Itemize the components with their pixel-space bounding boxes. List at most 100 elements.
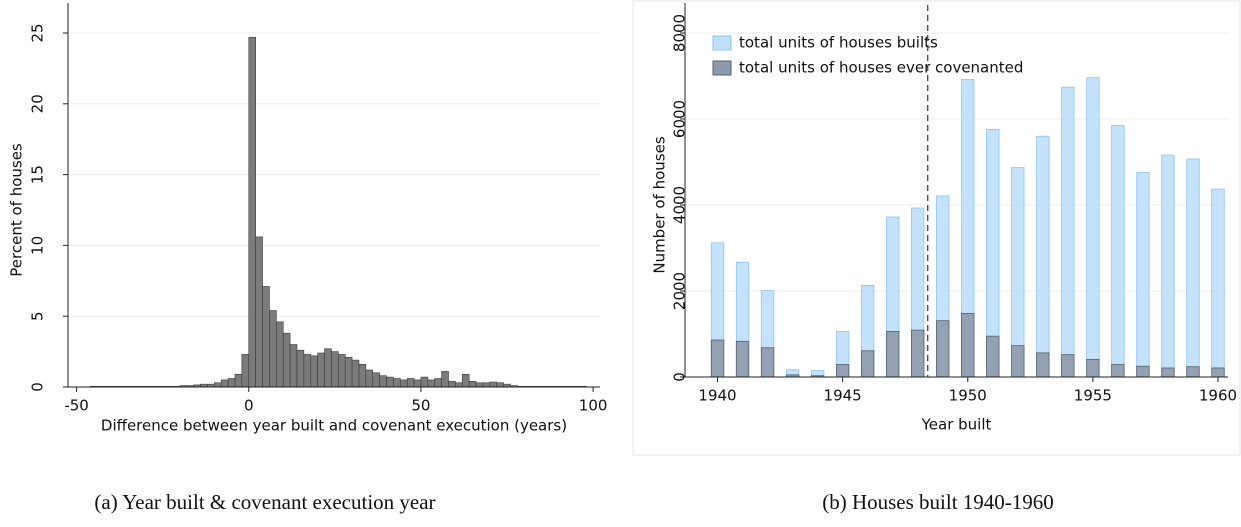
bar [1136,171,1150,378]
bar [310,355,318,388]
bar [1211,367,1225,378]
y-tick-label: 25 [29,23,47,42]
x-axis-title: Year built [921,416,992,434]
bar [358,364,367,388]
bar [1011,345,1025,378]
bar [365,369,374,388]
x-tick-label: 1960 [1199,387,1237,405]
x-tick-label: 0 [244,397,254,415]
bar [1111,364,1125,378]
bar [1086,358,1100,378]
bar [344,356,353,388]
bar [455,382,463,388]
bar [1136,365,1150,378]
x-tick-label: 1945 [824,387,862,405]
y-tick-label: 0 [29,382,47,392]
bar [255,236,263,388]
x-tick-label: 100 [579,397,608,415]
bar [1061,354,1075,378]
y-axis-title: Number of houses [651,136,669,273]
x-tick-label: -50 [64,397,89,415]
bar [427,379,436,388]
y-tick-label: 4000 [671,186,689,224]
bar [241,354,250,388]
bar [1086,77,1100,378]
bar [214,382,222,388]
bar [338,354,346,388]
bar [372,372,380,388]
x-tick-label: 1950 [949,387,987,405]
bar [420,376,429,388]
bar [468,381,477,388]
legend-swatch [712,35,732,51]
y-tick-label: 8000 [671,14,689,52]
bar [276,321,284,388]
bar [735,340,750,378]
bar [1061,86,1075,378]
bar [911,329,925,378]
bar [1186,366,1200,378]
bar [413,379,422,388]
legend-label: total units of houses ever covenanted [739,59,1023,77]
bar [393,378,401,388]
bar [461,373,470,388]
bar [379,375,387,388]
bar [331,351,339,388]
bar [262,286,270,388]
bar [961,312,975,378]
bar [835,364,850,378]
bar [496,382,504,388]
bar [710,339,725,378]
bar [448,381,456,388]
y-tick-label: 10 [29,236,47,255]
y-tick-label: 20 [29,94,47,113]
bar [475,382,484,388]
bar [1186,158,1200,378]
y-tick-label: 0 [671,372,689,382]
bar [861,350,875,378]
bar [1161,367,1175,378]
bar [269,310,277,388]
y-tick-label: 15 [29,165,47,184]
bar [386,376,394,388]
y-tick-label: 2000 [671,272,689,310]
bar [248,36,256,388]
bar [434,378,442,388]
bar [399,379,408,388]
bar [489,381,497,388]
x-tick-label: 1940 [698,387,736,405]
bar [406,378,415,388]
x-axis-title: Difference between year built and covena… [101,417,567,435]
bar [886,331,900,378]
bar [986,335,1000,378]
legend-swatch [712,60,732,76]
bar [351,359,360,388]
bar [227,378,236,388]
bar [441,371,449,388]
bar [936,320,950,378]
bar [296,349,305,388]
bar [1111,125,1125,378]
x-tick-label: 1955 [1074,387,1112,405]
bar [220,379,229,388]
bar [1036,352,1050,378]
legend-label: total units of houses builts [739,34,938,52]
bar [289,344,298,388]
y-axis-title: Percent of houses [8,143,26,277]
x-tick-label: 50 [411,397,430,415]
bar [282,332,291,388]
bar [303,354,312,388]
bar [317,352,325,388]
bar [1036,135,1050,378]
bar [760,347,775,378]
bar [324,348,332,388]
caption: (b) Houses built 1940-1960 [822,490,1054,514]
bar [482,382,491,388]
panel-frame [632,0,1241,456]
y-tick-label: 5 [29,311,47,321]
bar [1161,154,1175,378]
bar [1211,188,1225,378]
caption: (a) Year built & covenant execution year [94,490,435,514]
bar [234,373,243,388]
